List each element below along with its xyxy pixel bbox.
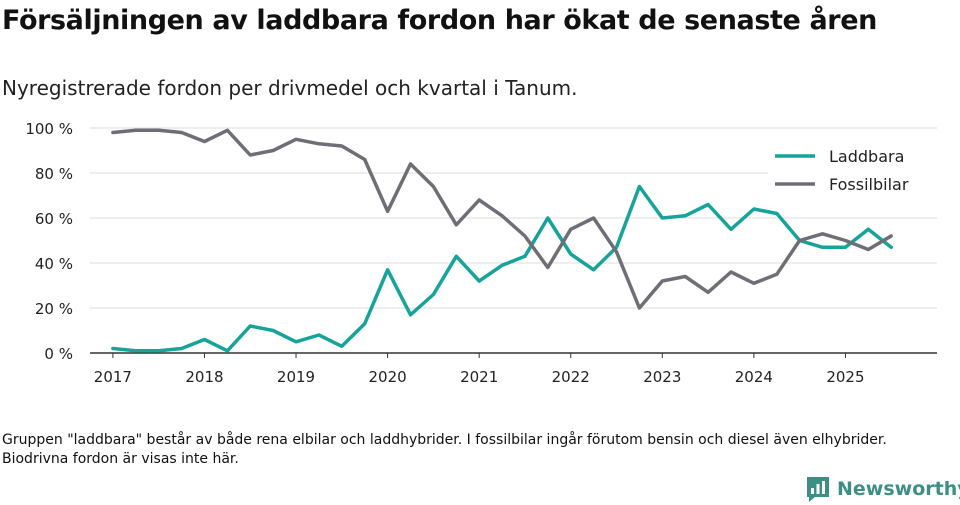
legend-background	[768, 141, 938, 199]
y-tick-label: 0 %	[44, 345, 73, 363]
x-tick-label: 2021	[460, 368, 498, 386]
x-tick-label: 2017	[94, 368, 132, 386]
x-tick-label: 2020	[369, 368, 407, 386]
y-tick-label: 60 %	[35, 210, 73, 228]
x-tick-label: 2018	[185, 368, 223, 386]
y-tick-label: 80 %	[35, 165, 73, 183]
x-tick-label: 2023	[643, 368, 681, 386]
legend-label-laddbara: Laddbara	[829, 147, 904, 166]
y-tick-label: 100 %	[25, 120, 73, 138]
footnote: Gruppen "laddbara" består av både rena e…	[2, 432, 887, 467]
chart-subtitle: Nyregistrerade fordon per drivmedel och …	[2, 76, 578, 100]
chart-title: Försäljningen av laddbara fordon har öka…	[2, 5, 877, 36]
x-tick-label: 2024	[735, 368, 773, 386]
brand-name: Newsworthy	[837, 478, 960, 500]
legend-label-fossilbilar: Fossilbilar	[829, 175, 909, 194]
x-tick-label: 2019	[277, 368, 315, 386]
newsworthy-logo-icon	[807, 477, 829, 502]
y-tick-label: 20 %	[35, 300, 73, 318]
y-tick-label: 40 %	[35, 255, 73, 273]
x-tick-label: 2025	[826, 368, 864, 386]
series-line-laddbara	[111, 184, 893, 353]
brand-logo: Newsworthy	[805, 474, 960, 504]
line-chart: 0 % 20 % 40 % 60 % 80 % 100 % 2017 2018 2019 2020…	[25, 120, 938, 386]
series-line-fossilbilar	[111, 128, 893, 310]
x-tick-label: 2022	[552, 368, 590, 386]
